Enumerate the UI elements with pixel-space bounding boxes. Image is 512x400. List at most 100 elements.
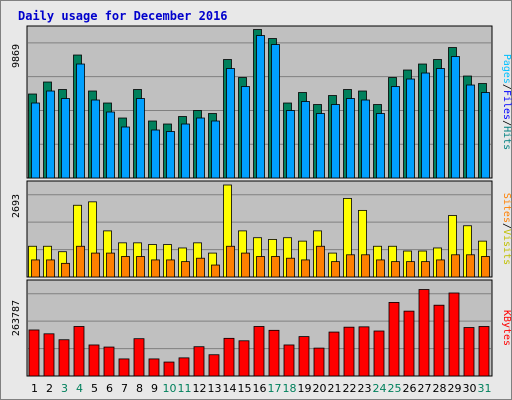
- bar-kbytes: [133, 338, 145, 377]
- bar-sites: [226, 245, 235, 278]
- bar-sites: [106, 252, 115, 278]
- x-tick-label: 3: [61, 382, 68, 395]
- x-tick-label: 17: [268, 382, 282, 395]
- bar-files: [226, 68, 235, 179]
- bar-files: [181, 123, 190, 179]
- legend-entry: Visits: [501, 229, 512, 265]
- bar-kbytes: [88, 344, 100, 377]
- bar-sites: [391, 261, 400, 278]
- bar-files: [391, 86, 400, 179]
- bars-visits-sites: [28, 184, 490, 278]
- bar-files: [211, 120, 220, 179]
- legend-entry: /: [501, 84, 512, 90]
- chart-title: Daily usage for December 2016: [18, 9, 228, 23]
- bar-files: [46, 90, 55, 179]
- x-tick-label: 5: [91, 382, 98, 395]
- x-tick-label: 7: [121, 382, 128, 395]
- x-tick-label: 9: [151, 382, 158, 395]
- bar-sites: [31, 259, 40, 278]
- bar-sites: [361, 254, 370, 278]
- x-tick-label: 24: [373, 382, 387, 395]
- bar-sites: [451, 254, 460, 278]
- bar-kbytes: [478, 326, 490, 377]
- bar-kbytes: [343, 326, 355, 377]
- bar-sites: [181, 261, 190, 278]
- ymax-label: 9869: [11, 44, 22, 68]
- bar-kbytes: [253, 326, 265, 377]
- bar-sites: [301, 259, 310, 278]
- x-tick-label: 28: [433, 382, 447, 395]
- bar-kbytes: [163, 361, 175, 377]
- x-tick-label: 21: [328, 382, 342, 395]
- bar-files: [301, 101, 310, 179]
- bar-files: [91, 99, 100, 179]
- x-tick-label: 2: [46, 382, 53, 395]
- bar-sites: [241, 252, 250, 278]
- x-tick-label: 8: [136, 382, 143, 395]
- bar-files: [76, 63, 85, 179]
- x-tick-label: 31: [478, 382, 492, 395]
- bar-sites: [466, 254, 475, 278]
- x-tick-label: 15: [238, 382, 252, 395]
- bar-kbytes: [358, 326, 370, 377]
- bar-files: [286, 110, 295, 179]
- bar-sites: [316, 245, 325, 278]
- bar-sites: [151, 259, 160, 278]
- bar-files: [151, 129, 160, 179]
- bar-files: [316, 113, 325, 179]
- bar-files: [121, 126, 130, 179]
- bar-sites: [286, 257, 295, 278]
- legend-entry: Hits: [501, 126, 512, 150]
- bar-kbytes: [268, 329, 280, 377]
- bar-files: [136, 98, 145, 179]
- bar-kbytes: [328, 331, 340, 377]
- legend-entry: /: [501, 120, 512, 126]
- bar-kbytes: [433, 304, 445, 377]
- x-tick-label: 29: [448, 382, 462, 395]
- bar-files: [61, 98, 70, 179]
- bar-files: [361, 99, 370, 179]
- x-tick-label: 16: [253, 382, 267, 395]
- x-tick-label: 19: [298, 382, 312, 395]
- legend-entry: KBytes: [501, 310, 512, 346]
- x-tick-label: 1: [31, 382, 38, 395]
- bar-files: [346, 98, 355, 179]
- bar-sites: [136, 256, 145, 278]
- bars-kbytes: [28, 289, 490, 377]
- bar-files: [106, 111, 115, 179]
- bar-sites: [436, 259, 445, 278]
- bar-files: [421, 72, 430, 179]
- bar-kbytes: [418, 289, 430, 377]
- bar-sites: [196, 257, 205, 278]
- bar-sites: [376, 259, 385, 278]
- bar-kbytes: [223, 337, 235, 377]
- bar-sites: [331, 261, 340, 278]
- bar-kbytes: [298, 336, 310, 377]
- bar-kbytes: [148, 358, 160, 377]
- x-tick-label: 30: [463, 382, 477, 395]
- x-tick-label: 25: [388, 382, 402, 395]
- bar-sites: [346, 254, 355, 278]
- bar-kbytes: [463, 327, 475, 377]
- bar-files: [241, 86, 250, 179]
- panel-hits-files-pages: 9869 Pages/Files/Hits: [11, 25, 512, 179]
- x-tick-label: 20: [313, 382, 327, 395]
- legend-entry: Pages: [501, 54, 512, 84]
- bars-hits-files-pages: [28, 29, 490, 179]
- x-tick-label: 26: [403, 382, 417, 395]
- legend-visits-sites: Sites/Visits: [501, 193, 512, 265]
- ymax-label: 263787: [11, 300, 22, 336]
- bar-kbytes: [313, 347, 325, 377]
- x-tick-label: 18: [283, 382, 297, 395]
- bar-sites: [421, 261, 430, 278]
- bar-kbytes: [178, 357, 190, 377]
- bar-files: [166, 131, 175, 179]
- bar-sites: [91, 252, 100, 278]
- x-tick-label: 11: [178, 382, 192, 395]
- bar-kbytes: [28, 329, 40, 377]
- bar-sites: [406, 261, 415, 278]
- bar-files: [196, 117, 205, 179]
- bar-files: [376, 113, 385, 179]
